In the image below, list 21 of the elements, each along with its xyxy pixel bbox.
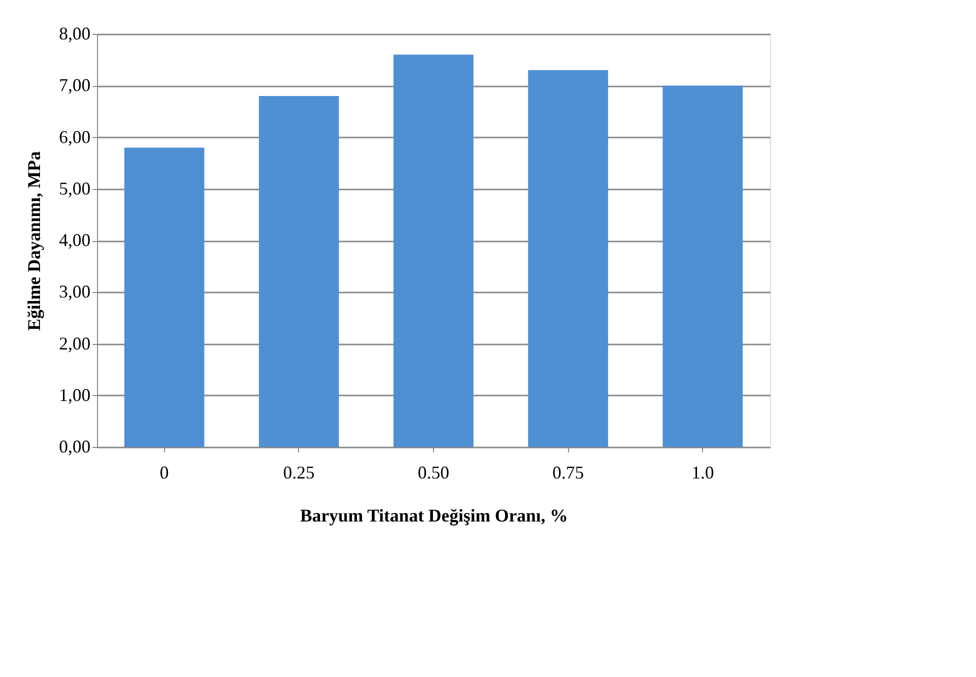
y-tick-label: 4,00 — [59, 230, 90, 250]
x-tick-label: 0.75 — [552, 462, 584, 482]
x-tick-label: 1.0 — [691, 462, 714, 482]
bar — [124, 148, 204, 447]
y-axis-title: Eğilme Dayanımı, MPa — [24, 151, 44, 331]
bar — [662, 86, 743, 447]
y-tick-label: 2,00 — [59, 333, 90, 354]
x-axis-title: Baryum Titanat Değişim Oranı, % — [300, 506, 568, 526]
y-tick-label: 7,00 — [59, 75, 90, 96]
bar — [394, 54, 474, 447]
y-tick-label: 8,00 — [59, 24, 90, 44]
y-tick-label: 0,00 — [59, 436, 90, 456]
y-tick-label: 1,00 — [59, 384, 90, 405]
y-tick-label: 5,00 — [59, 178, 90, 198]
bar — [528, 70, 608, 447]
x-tick-label: 0 — [160, 462, 169, 482]
x-tick-label: 0.50 — [418, 462, 450, 482]
y-tick-label: 3,00 — [59, 282, 90, 302]
y-tick-label: 6,00 — [59, 126, 90, 147]
bar — [258, 96, 339, 447]
x-tick-label: 0.25 — [283, 462, 315, 482]
